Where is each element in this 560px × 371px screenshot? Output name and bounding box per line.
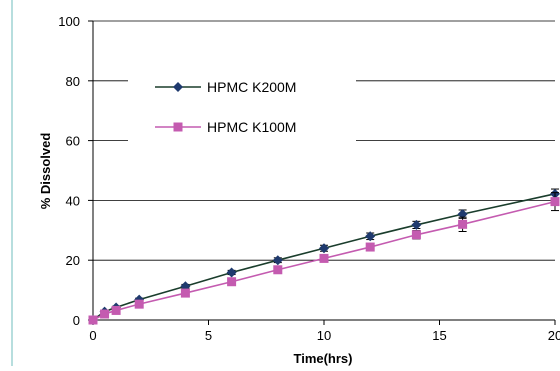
data-point (111, 305, 121, 315)
series-2 (88, 192, 560, 325)
legend-label: HPMC K100M (207, 119, 296, 135)
y-tick-label-100: 100 (58, 14, 80, 29)
tick-labels: 0 20 40 60 80 100 0 5 10 15 20 (58, 14, 560, 343)
x-tick-label-0: 0 (89, 328, 96, 343)
y-tick-label-40: 40 (66, 193, 80, 208)
x-tick-label-10: 10 (317, 328, 331, 343)
series-layer (88, 188, 560, 325)
data-point (180, 288, 190, 298)
legend-item-1: HPMC K200M (155, 79, 296, 95)
y-tick-label-0: 0 (73, 313, 80, 328)
data-point (365, 242, 375, 252)
data-point (319, 253, 329, 263)
data-point (272, 255, 283, 266)
legend-marker (173, 82, 183, 92)
x-tick-label-15: 15 (432, 328, 446, 343)
data-point (365, 231, 376, 242)
y-tick-label-20: 20 (66, 253, 80, 268)
x-axis-label: Time(hrs) (294, 351, 353, 366)
legend-label: HPMC K200M (207, 79, 296, 95)
data-point (88, 315, 98, 325)
x-tick-label-5: 5 (205, 328, 212, 343)
data-point (226, 267, 237, 278)
x-tick-label-20: 20 (548, 328, 560, 343)
grid-lines (93, 20, 555, 261)
data-point (134, 299, 144, 309)
data-point (100, 309, 110, 319)
data-point (458, 219, 468, 229)
y-tick-label-80: 80 (66, 74, 80, 89)
y-axis-label: % Dissolved (38, 133, 53, 210)
legend: HPMC K200M HPMC K100M (155, 79, 296, 135)
axes (88, 20, 556, 325)
legend-marker (173, 122, 183, 132)
data-point (411, 230, 421, 240)
legend-item-2: HPMC K100M (155, 119, 296, 135)
data-point (319, 243, 329, 254)
data-point (227, 277, 237, 287)
data-point (550, 197, 560, 207)
data-point (411, 219, 422, 230)
data-point (273, 265, 283, 275)
y-tick-label-60: 60 (66, 134, 80, 149)
